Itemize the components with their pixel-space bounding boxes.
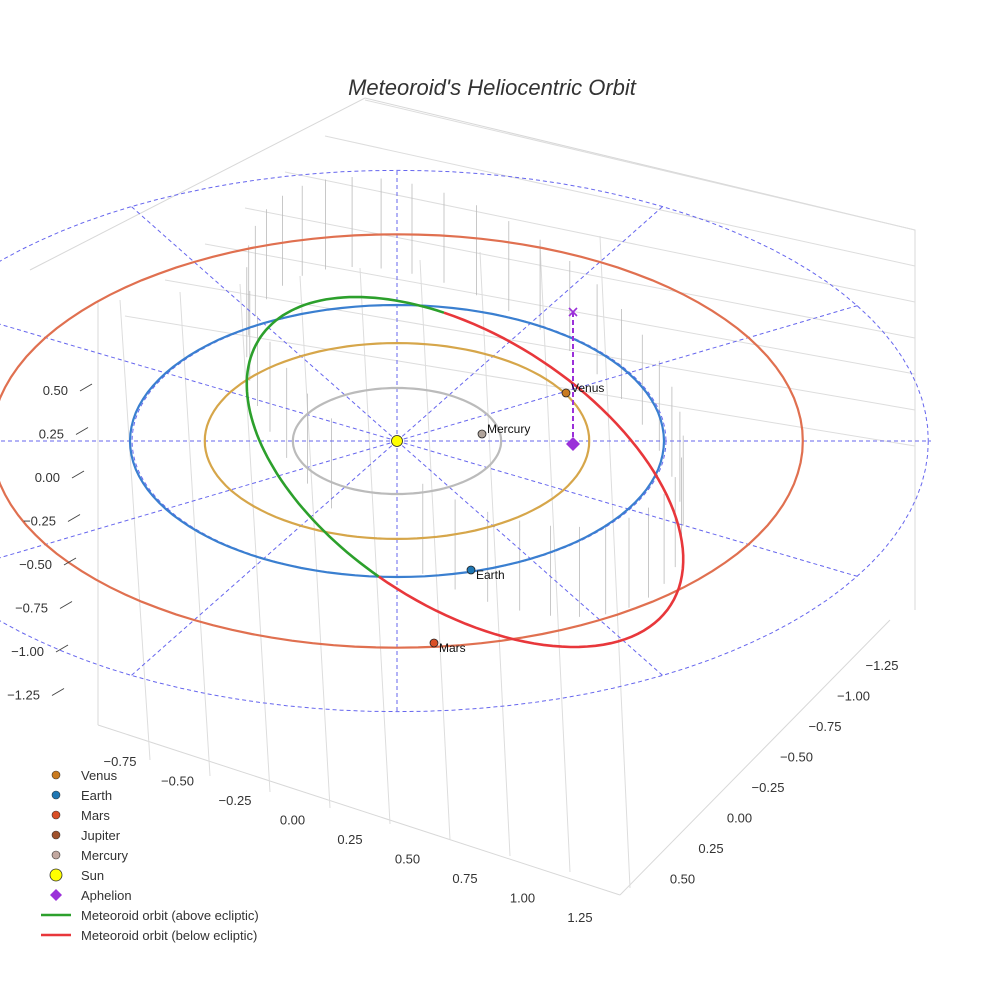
- legend-swatch-mercury: [51, 850, 61, 860]
- grid-line: [124, 315, 916, 447]
- aphelion-cross-marker: [568, 307, 578, 317]
- axis-panes: [29, 97, 916, 896]
- x-tick-label: −0.75: [104, 754, 137, 769]
- trajectory-drop-lines: [246, 177, 684, 617]
- grid-lines: [119, 99, 916, 889]
- floor-front-right-edge: [619, 619, 891, 896]
- grid-line: [179, 291, 211, 777]
- legend-swatch-earth: [51, 790, 61, 800]
- grid-line: [284, 171, 916, 303]
- legend-label-jupiter: Jupiter: [81, 828, 121, 843]
- grid-line: [119, 299, 151, 761]
- legend-label-meteoroid-orbit-below-ecliptic: Meteoroid orbit (below ecliptic): [81, 928, 257, 943]
- grid-line: [479, 251, 511, 857]
- legend: Venus Earth Mars Jupiter Mercury Sun Aphelion M…: [41, 768, 259, 943]
- grid-line: [539, 243, 571, 873]
- orbit-mercury: [291, 386, 503, 496]
- z-tick-mark: [71, 470, 85, 479]
- mercury-marker: [477, 429, 487, 439]
- z-tick-mark: [55, 644, 69, 653]
- mars-marker: [429, 638, 439, 648]
- z-tick-label: 0.25: [39, 427, 64, 442]
- y-tick-label: −0.75: [809, 719, 842, 734]
- legend-label-mars: Mars: [81, 808, 110, 823]
- legend-label-aphelion: Aphelion: [81, 888, 132, 903]
- y-tick-label: 0.25: [698, 841, 723, 856]
- x-tick-label: 0.00: [280, 813, 305, 828]
- y-axis-ticks: −1.25 −1.00 −0.75 −0.50 −0.25 0.00 0.25 0.50: [670, 658, 899, 887]
- legend-swatch-sun: [49, 868, 63, 882]
- x-tick-label: 1.25: [567, 910, 592, 925]
- bodies: Venus Earth Mars Mercury: [391, 381, 604, 655]
- legend-label-mercury: Mercury: [81, 848, 128, 863]
- z-tick-label: 0.50: [43, 383, 68, 398]
- legend-swatch-venus: [51, 770, 61, 780]
- z-tick-mark: [63, 557, 77, 566]
- mercury-label: Mercury: [487, 422, 530, 436]
- legend-label-earth: Earth: [81, 788, 112, 803]
- y-tick-label: 0.50: [670, 872, 695, 887]
- grid-line: [239, 283, 271, 793]
- z-tick-mark: [75, 427, 89, 435]
- x-tick-label: −0.25: [219, 793, 252, 808]
- grid-line: [244, 207, 916, 339]
- z-tick-label: −0.50: [19, 557, 52, 572]
- x-tick-label: 0.75: [452, 871, 477, 886]
- grid-line: [359, 267, 391, 825]
- earth-label: Earth: [476, 568, 505, 582]
- z-tick-label: −1.00: [11, 644, 44, 659]
- z-tick-mark: [59, 601, 73, 609]
- sun-marker: [391, 435, 403, 447]
- chart-title: Meteoroid's Heliocentric Orbit: [348, 75, 637, 100]
- grid-line: [599, 235, 631, 889]
- orbit-earth: [128, 303, 666, 579]
- z-tick-mark: [67, 514, 81, 522]
- legend-label-meteoroid-orbit-above-ecliptic: Meteoroid orbit (above ecliptic): [81, 908, 259, 923]
- z-tick-label: 0.00: [35, 470, 60, 485]
- meteoroid-orbit-below: [377, 311, 685, 649]
- earth-marker: [466, 565, 476, 575]
- z-tick-mark: [51, 688, 65, 696]
- ecliptic-outer-ring: [0, 169, 929, 713]
- y-tick-label: 0.00: [727, 811, 752, 826]
- meteoroid-orbit: [245, 295, 685, 649]
- legend-label-sun: Sun: [81, 868, 104, 883]
- floor-front-left-edge: [97, 724, 621, 896]
- x-tick-label: 0.50: [395, 852, 420, 867]
- orbit-mars: [0, 233, 804, 649]
- legend-label-venus: Venus: [81, 768, 118, 783]
- z-tick-mark: [79, 383, 93, 392]
- x-tick-label: 1.00: [510, 891, 535, 906]
- z-tick-label: −0.75: [15, 601, 48, 616]
- z-axis-ticks: 0.50 0.25 0.00 −0.25 −0.50 −0.75 −1.00 −1.25: [7, 383, 93, 703]
- mars-label: Mars: [439, 641, 466, 655]
- legend-swatch-aphelion: [50, 889, 62, 901]
- aphelion-marker: [566, 437, 580, 451]
- legend-swatch-mars: [51, 810, 61, 820]
- x-tick-label: −0.50: [161, 774, 194, 789]
- grid-line: [419, 259, 451, 841]
- y-tick-label: −1.25: [866, 658, 899, 673]
- meteoroid-orbit-above: [245, 295, 445, 578]
- venus-label: Venus: [571, 381, 604, 395]
- y-tick-label: −1.00: [837, 689, 870, 704]
- back-pane-frame: [29, 97, 916, 610]
- orbit-venus: [203, 341, 591, 541]
- grid-line: [324, 135, 916, 267]
- grid-line: [299, 275, 331, 809]
- y-tick-label: −0.25: [752, 780, 785, 795]
- planet-orbits: [0, 233, 804, 649]
- grid-line: [204, 243, 916, 375]
- grid-line: [364, 99, 916, 231]
- z-tick-label: −0.25: [23, 514, 56, 529]
- legend-swatch-jupiter: [51, 830, 61, 840]
- aphelion-group: [566, 307, 580, 451]
- x-axis-ticks: −0.75 −0.50 −0.25 0.00 0.25 0.50 0.75 1.00 1.25: [104, 754, 593, 925]
- x-tick-label: 0.25: [337, 832, 362, 847]
- z-tick-label: −1.25: [7, 688, 40, 703]
- y-tick-label: −0.50: [780, 750, 813, 765]
- venus-marker: [561, 388, 571, 398]
